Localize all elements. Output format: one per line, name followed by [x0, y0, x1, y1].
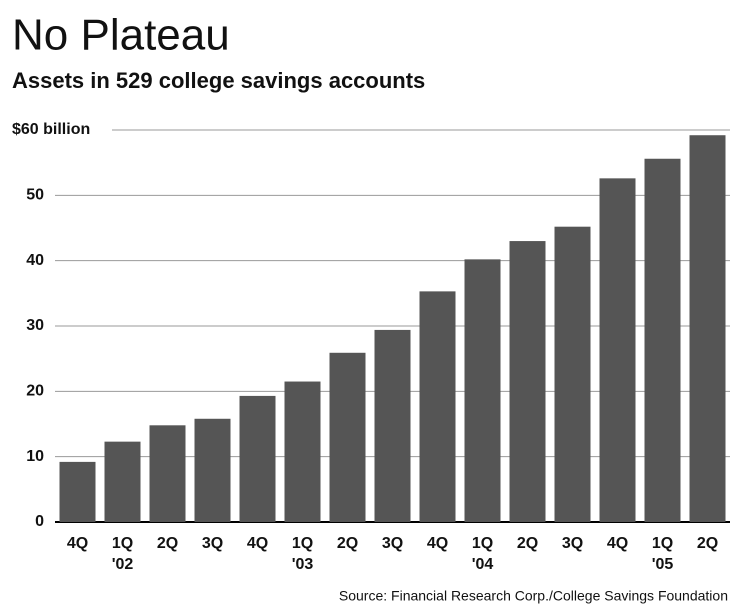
bar: [374, 329, 411, 522]
bar: [509, 241, 546, 523]
x-tick-label: 4Q: [607, 535, 628, 552]
bar: [284, 381, 321, 522]
x-tick-label: 2Q: [517, 535, 538, 552]
x-tick-label: 4Q: [247, 535, 268, 552]
bar: [599, 178, 636, 522]
x-year-label: '05: [652, 556, 674, 573]
bar: [329, 352, 366, 522]
y-tick-label: 20: [26, 383, 44, 400]
x-tick-label: 1Q: [112, 535, 133, 552]
x-tick-label: 4Q: [67, 535, 88, 552]
y-tick-label: 40: [26, 252, 44, 269]
chart-subtitle: Assets in 529 college savings accounts: [12, 68, 425, 93]
bar: [644, 158, 681, 522]
y-tick-label: $60 billion: [12, 121, 90, 138]
bar: [149, 425, 186, 522]
x-tick-label: 2Q: [157, 535, 178, 552]
bar: [239, 395, 276, 522]
bar: [464, 259, 501, 522]
x-tick-label: 1Q: [472, 535, 493, 552]
bar: [59, 461, 96, 522]
bar: [419, 291, 456, 522]
x-tick-label: 1Q: [292, 535, 313, 552]
x-tick-label: 2Q: [337, 535, 358, 552]
y-tick-label: 10: [26, 448, 44, 465]
y-tick-label: 30: [26, 317, 44, 334]
chart-title: No Plateau: [12, 11, 230, 60]
x-tick-label: 1Q: [652, 535, 673, 552]
x-tick-label: 3Q: [562, 535, 583, 552]
y-tick-label: 50: [26, 187, 44, 204]
x-year-label: '03: [292, 556, 314, 573]
bar: [194, 418, 231, 522]
x-tick-label: 3Q: [382, 535, 403, 552]
y-tick-label: 0: [35, 513, 44, 530]
x-year-label: '02: [112, 556, 134, 573]
x-tick-label: 4Q: [427, 535, 448, 552]
bar: [689, 135, 726, 522]
x-tick-label: 2Q: [697, 535, 718, 552]
x-tick-label: 3Q: [202, 535, 223, 552]
x-year-label: '04: [472, 556, 494, 573]
bar: [104, 441, 141, 522]
bar: [554, 226, 591, 522]
source-note: Source: Financial Research Corp./College…: [339, 588, 728, 604]
